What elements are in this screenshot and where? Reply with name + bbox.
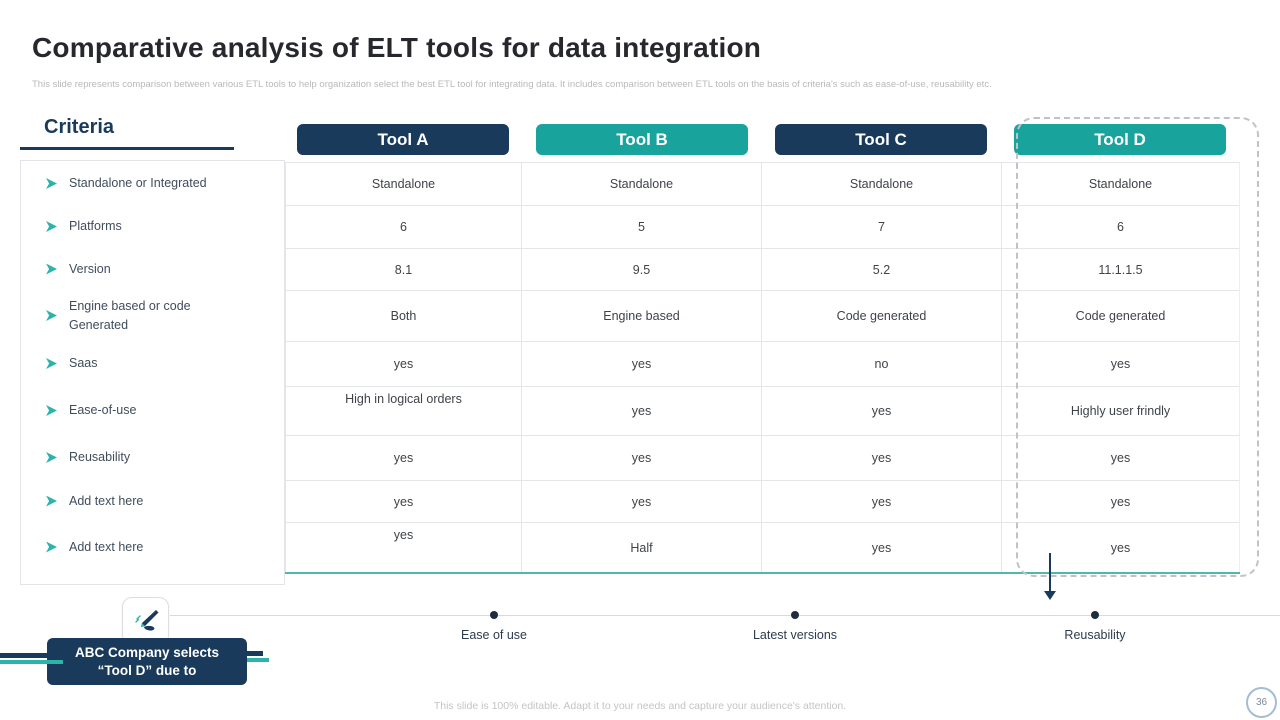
cell-tool-b: 9.5	[521, 248, 761, 290]
cell-tool-a: 8.1	[285, 248, 521, 290]
cell-tool-d: yes	[1001, 341, 1240, 386]
cell-tool-c: Standalone	[761, 162, 1001, 205]
criteria-label: Version	[69, 261, 111, 276]
criteria-label: Add text here	[69, 539, 144, 554]
cell-tool-b: Half	[521, 522, 761, 572]
table-row: Platforms 6 5 7 6	[20, 205, 1240, 248]
decor-bar	[0, 660, 63, 664]
timeline-dot	[1091, 611, 1099, 619]
timeline-label: Ease of use	[460, 628, 527, 642]
cell-tool-a: Standalone	[285, 162, 521, 205]
table-row: Saas yes yes no yes	[20, 341, 1240, 386]
timeline-label: Reusability	[1064, 628, 1126, 642]
decor-bar	[0, 653, 47, 658]
column-header-tool-a[interactable]: Tool A	[297, 124, 509, 155]
criteria-underline	[20, 147, 234, 150]
cell-tool-a: yes	[285, 341, 521, 386]
criteria-label: Platforms	[69, 219, 122, 234]
cell-tool-b: yes	[521, 480, 761, 522]
cell-tool-c: yes	[761, 480, 1001, 522]
table-row: Add text here yes yes yes yes	[20, 480, 1240, 522]
arrow-bullet-icon	[46, 495, 57, 507]
slide-subtitle: This slide represents comparison between…	[32, 79, 992, 90]
timeline-item: Latest versions	[695, 611, 895, 642]
comparison-table: Standalone or Integrated Standalone Stan…	[20, 162, 1240, 572]
table-row: Engine based or code Generated Both Engi…	[20, 290, 1240, 341]
criteria-label: Standalone or Integrated	[69, 176, 207, 191]
cell-tool-d: 6	[1001, 205, 1240, 248]
cell-tool-b: yes	[521, 435, 761, 480]
table-row: Reusability yes yes yes yes	[20, 435, 1240, 480]
cell-tool-a: yes	[285, 435, 521, 480]
cell-tool-d: 11.1.1.5	[1001, 248, 1240, 290]
criteria-label: Saas	[69, 356, 98, 371]
page-number-badge: 36	[1246, 687, 1277, 718]
column-header-tool-c[interactable]: Tool C	[775, 124, 987, 155]
down-arrow-icon	[1043, 553, 1057, 601]
column-header-tool-d[interactable]: Tool D	[1014, 124, 1226, 155]
criteria-label: Add text here	[69, 493, 144, 508]
criteria-panel	[20, 160, 285, 585]
cell-tool-d: yes	[1001, 480, 1240, 522]
cell-tool-a: yes	[285, 522, 521, 572]
page-number: 36	[1255, 697, 1268, 708]
table-bottom-accent-line	[285, 572, 1240, 574]
table-row: Standalone or Integrated Standalone Stan…	[20, 162, 1240, 205]
column-header-tool-b[interactable]: Tool B	[536, 124, 748, 155]
cell-tool-c: yes	[761, 435, 1001, 480]
arrow-bullet-icon	[46, 541, 57, 553]
table-row: Add text here yes Half yes yes	[20, 522, 1240, 572]
cell-tool-b: 5	[521, 205, 761, 248]
timeline-label: Latest versions	[752, 628, 838, 642]
cell-tool-c: no	[761, 341, 1001, 386]
cell-tool-b: yes	[521, 386, 761, 435]
cell-tool-c: yes	[761, 522, 1001, 572]
cell-tool-c: yes	[761, 386, 1001, 435]
arrow-bullet-icon	[46, 263, 57, 275]
timeline-dot	[490, 611, 498, 619]
cell-tool-a: High in logical orders	[285, 386, 521, 435]
cell-tool-c: Code generated	[761, 290, 1001, 341]
abc-company-callout[interactable]: ABC Company selects “Tool D” due to	[47, 638, 247, 685]
decor-bar	[247, 658, 269, 662]
criteria-label: Engine based or code Generated	[69, 299, 191, 332]
callout-line1: ABC Company selects	[74, 644, 220, 660]
criteria-label: Ease-of-use	[69, 403, 137, 418]
arrow-bullet-icon	[46, 405, 57, 416]
cell-tool-b: Standalone	[521, 162, 761, 205]
table-row: Ease-of-use High in logical orders yes y…	[20, 386, 1240, 435]
arrow-bullet-icon	[46, 221, 57, 232]
page-title: Comparative analysis of ELT tools for da…	[32, 32, 762, 63]
cell-tool-a: yes	[285, 480, 521, 522]
cell-tool-d: Code generated	[1001, 290, 1240, 341]
decor-bar	[247, 651, 263, 656]
criteria-label: Reusability	[69, 450, 131, 465]
cell-tool-a: 6	[285, 205, 521, 248]
cell-tool-c: 5.2	[761, 248, 1001, 290]
table-row: Version 8.1 9.5 5.2 11.1.1.5	[20, 248, 1240, 290]
cell-tool-d: yes	[1001, 522, 1240, 572]
criteria-header: Criteria	[44, 116, 115, 138]
arrow-bullet-icon	[46, 452, 57, 463]
cell-tool-a: Both	[285, 290, 521, 341]
cell-tool-d: Standalone	[1001, 162, 1240, 205]
writing-hand-icon	[122, 597, 169, 645]
cell-tool-d: Highly user frindly	[1001, 386, 1240, 435]
cell-tool-d: yes	[1001, 435, 1240, 480]
footer-note: This slide is 100% editable. Adapt it to…	[433, 700, 847, 712]
timeline-item: Ease of use	[394, 611, 594, 642]
arrow-bullet-icon	[46, 178, 57, 189]
cell-tool-c: 7	[761, 205, 1001, 248]
cell-tool-b: yes	[521, 341, 761, 386]
callout-line2: “Tool D” due to	[97, 662, 197, 678]
arrow-bullet-icon	[46, 358, 57, 369]
timeline-dot	[791, 611, 799, 619]
arrow-bullet-icon	[46, 310, 57, 321]
cell-tool-b: Engine based	[521, 290, 761, 341]
timeline-line	[170, 615, 1280, 616]
timeline-item: Reusability	[995, 611, 1195, 642]
